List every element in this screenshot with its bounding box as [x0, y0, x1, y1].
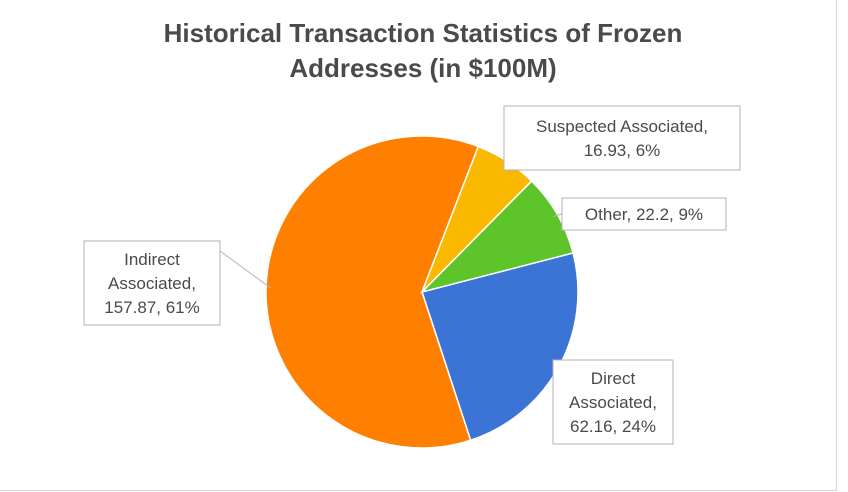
- data-label-box-indirect-associated: [83, 240, 221, 326]
- data-label-box-direct-associated: [552, 359, 674, 445]
- data-label-indirect-associated-line-3: 157.87, 61%: [104, 298, 199, 317]
- data-label-other-line-1: Other, 22.2, 9%: [585, 205, 703, 224]
- data-label-indirect-associated-line-1: Indirect: [124, 250, 180, 269]
- data-label-direct-associated-line-3: 62.16, 24%: [570, 417, 656, 436]
- data-label-box-suspected-associated: [503, 105, 741, 171]
- leader-line-indirect-associated: [219, 250, 272, 289]
- pie-slice-indirect-associated: [265, 135, 480, 449]
- chart-title: Historical Transaction Statistics of Fro…: [0, 16, 846, 86]
- chart-title-line-1: Historical Transaction Statistics of Fro…: [163, 18, 683, 48]
- pie-slice-other: [419, 179, 574, 294]
- chart-title-line-2: Addresses (in $100M): [289, 53, 557, 83]
- data-label-direct-associated-line-1: Direct: [591, 369, 636, 388]
- data-label-indirect-associated-line-2: Associated,: [108, 274, 196, 293]
- data-label-suspected-associated-line-1: Suspected Associated,: [536, 117, 708, 136]
- data-label-direct-associated-line-2: Associated,: [569, 393, 657, 412]
- data-label-box-other: [561, 197, 727, 231]
- data-label-suspected-associated-line-2: 16.93, 6%: [584, 141, 661, 160]
- leader-line-other: [553, 213, 563, 218]
